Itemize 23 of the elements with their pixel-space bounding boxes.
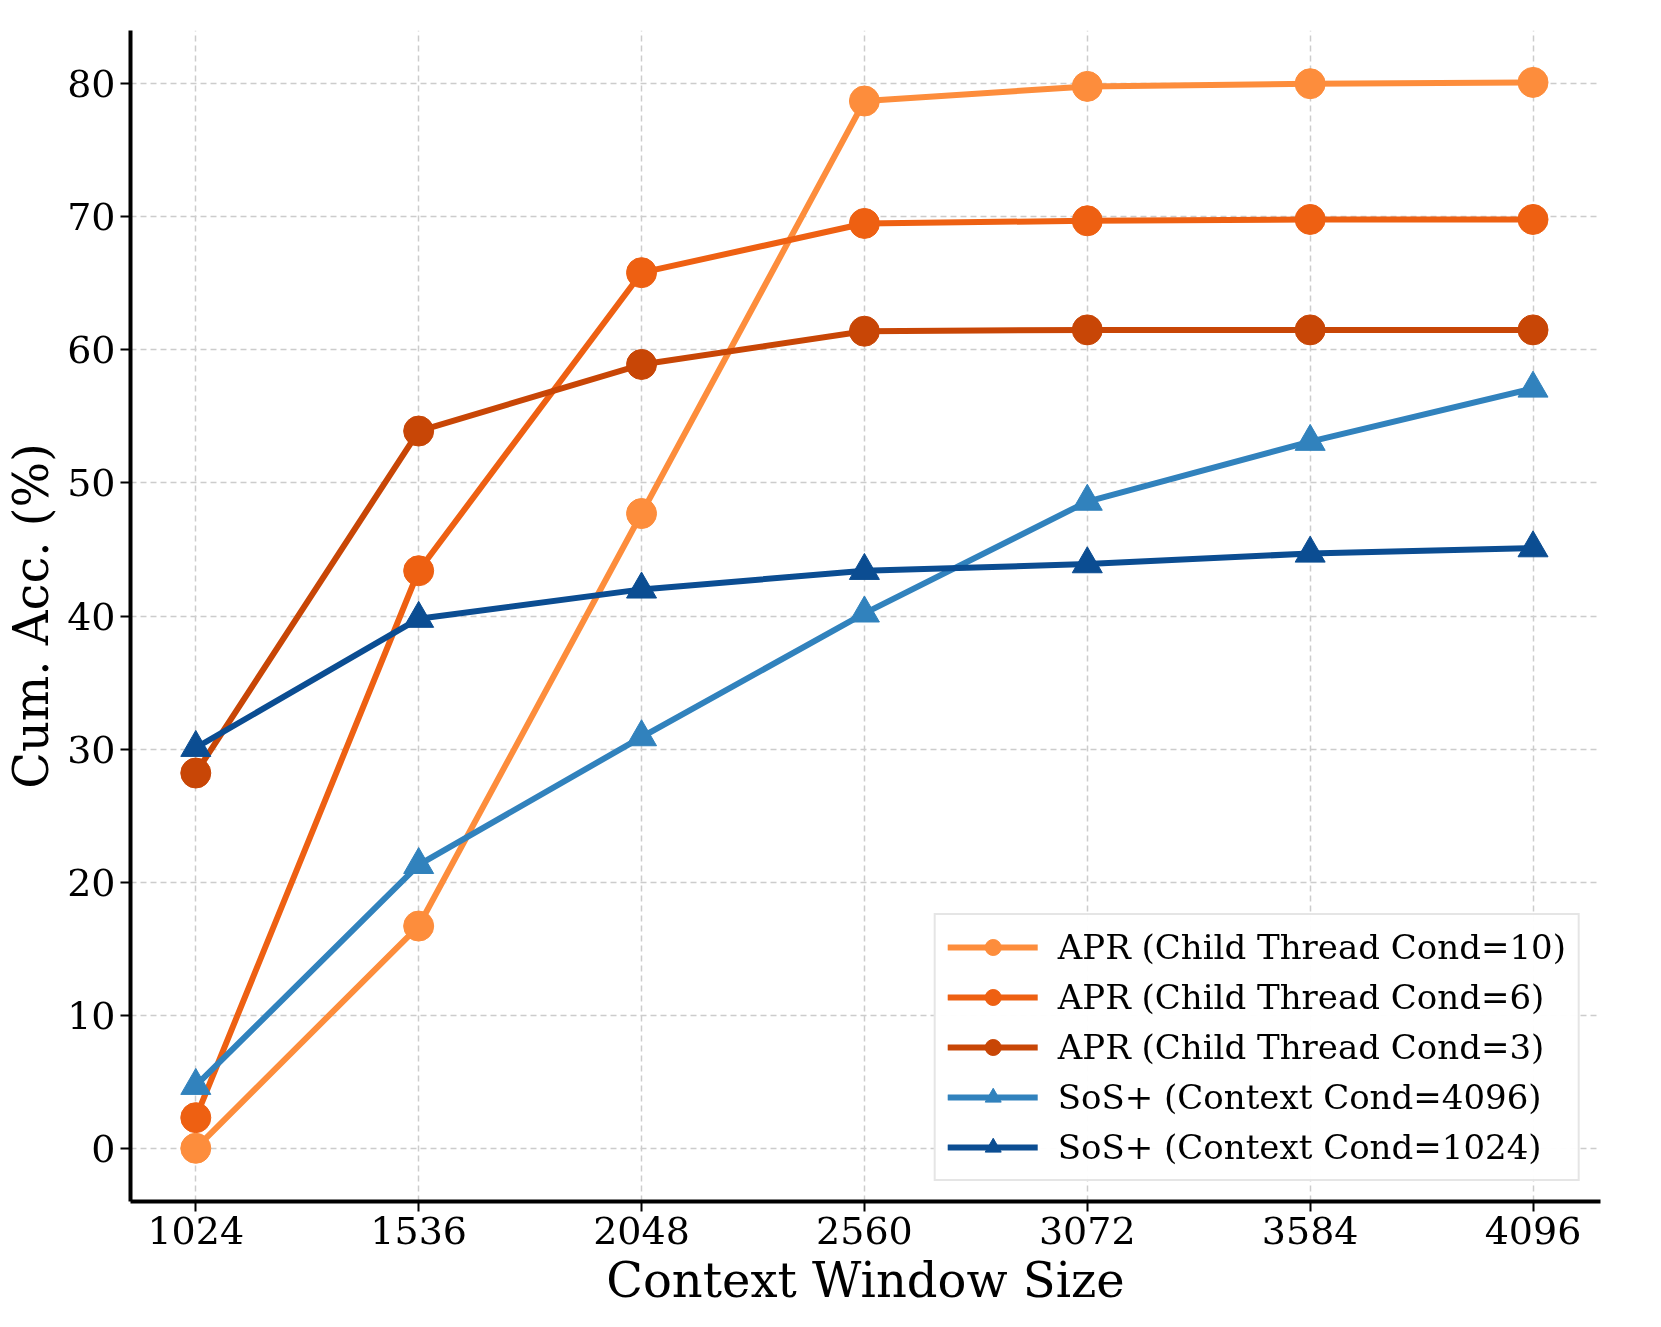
x-tick-label: 1024 [147,1208,245,1253]
x-tick-label: 1536 [370,1208,468,1253]
y-tick-label: 50 [67,461,116,506]
y-tick-label: 40 [67,594,116,639]
x-tick-label: 4096 [1484,1208,1582,1253]
y-tick-label: 10 [67,993,116,1038]
x-tick-label: 3072 [1038,1208,1136,1253]
x-axis-title: Context Window Size [606,1251,1125,1308]
legend-label: SoS+ (Context Cond=4096) [1057,1077,1542,1117]
y-axis-title: Cum. Acc. (%) [3,443,60,789]
y-tick-label: 60 [67,328,116,373]
legend-label: APR (Child Thread Cond=6) [1057,977,1545,1017]
x-tick-label: 2048 [593,1208,690,1253]
legend-label: APR (Child Thread Cond=10) [1057,927,1566,967]
legend-label: SoS+ (Context Cond=1024) [1057,1127,1542,1167]
y-tick-label: 70 [67,195,116,240]
y-tick-label: 0 [91,1126,116,1171]
y-tick-label: 30 [67,727,116,772]
legend-label: APR (Child Thread Cond=3) [1057,1027,1545,1067]
y-tick-label: 20 [67,860,116,905]
x-tick-label: 2560 [816,1208,913,1253]
y-tick-label: 80 [67,62,116,107]
x-tick-label: 3584 [1261,1208,1359,1253]
